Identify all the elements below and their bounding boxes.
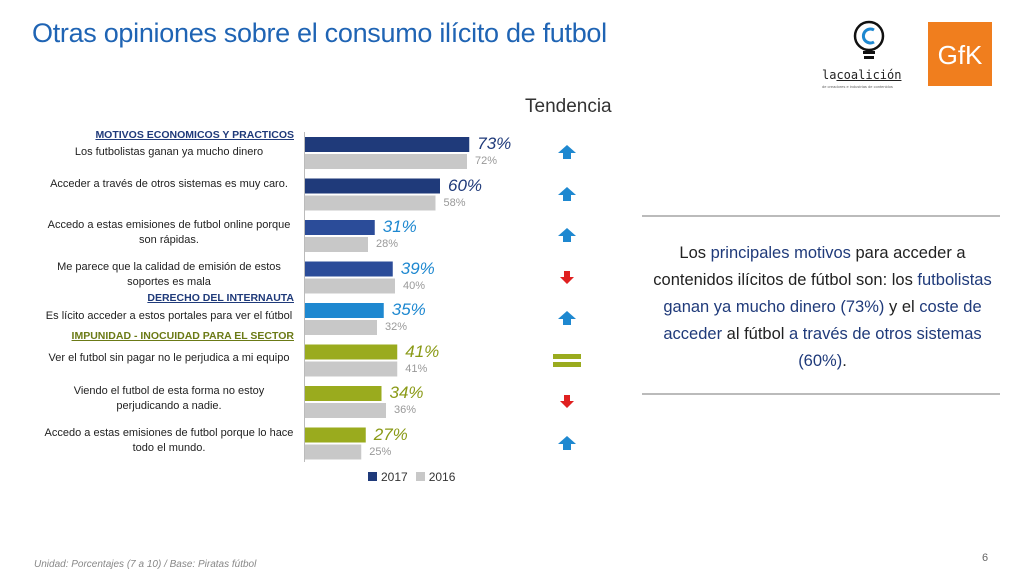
summary-rule-top [642, 215, 1000, 217]
category-label: Me parece que la calidad de emisión de e… [57, 260, 281, 288]
equal-icon [552, 351, 582, 371]
bar-2016 [305, 237, 368, 252]
bar-2016 [305, 361, 398, 377]
value-label-2016: 72% [475, 155, 498, 167]
section-impunidad: IMPUNIDAD - INOCUIDAD PARA EL SECTOR [71, 330, 294, 342]
bar-2017 [305, 386, 382, 401]
category-label: Es lícito acceder a estos portales para … [45, 310, 293, 322]
bar-2017 [305, 178, 440, 194]
category-label: Accedo a estas emisiones de futbol onlin… [47, 219, 291, 246]
bar-2016 [305, 444, 362, 460]
bar-2016 [305, 278, 395, 294]
summary-rule-bottom [642, 393, 1000, 395]
bar-2016 [305, 403, 386, 418]
value-label-2017: 35% [391, 300, 426, 319]
arrow-up-icon [552, 434, 582, 454]
section-motivos: MOTIVOS ECONOMICOS Y PRACTICOS [95, 129, 294, 141]
bar-2016 [305, 195, 436, 211]
page-number: 6 [982, 552, 989, 564]
value-label-2016: 28% [376, 238, 399, 250]
bar-2017 [305, 427, 366, 443]
value-label-2017: 39% [400, 258, 435, 278]
arrow-down-icon [552, 392, 582, 412]
value-label-2017: 27% [373, 424, 408, 444]
gfk-logo: GfK [928, 22, 992, 86]
value-label-2017: 60% [448, 175, 483, 195]
bar-2017 [305, 261, 393, 277]
value-label-2016: 41% [405, 362, 428, 375]
category-label: Viendo el futbol de esta forma no estoy … [73, 385, 265, 412]
value-label-2017: 34% [389, 383, 424, 402]
summary-text: Los principales motivos para acceder a c… [653, 244, 992, 370]
value-label-2017: 31% [382, 217, 417, 236]
legend-swatch-2017 [368, 472, 377, 481]
footer-note: Unidad: Porcentajes (7 a 10) / Base: Pir… [34, 559, 257, 570]
bar-2017 [305, 137, 470, 152]
value-label-2017: 41% [405, 341, 440, 361]
arrow-up-icon [552, 143, 582, 163]
arrow-up-icon [552, 226, 582, 246]
category-label: Acceder a través de otros sistemas es mu… [50, 177, 288, 190]
value-label-2016: 40% [403, 279, 426, 292]
coalicion-subtitle: de creadores e industrias de contenidos [822, 84, 893, 89]
page-title: Otras opiniones sobre el consumo ilícito… [32, 18, 607, 48]
bar-2016 [305, 320, 377, 335]
value-label-2017: 73% [477, 134, 512, 153]
category-label: Accedo a estas emisiones de futbol porqu… [44, 426, 294, 454]
coalicion-name: lacoalición [822, 68, 902, 82]
value-label-2016: 36% [394, 404, 417, 416]
legend-swatch-2016 [415, 472, 425, 481]
arrow-up-icon [552, 185, 582, 205]
legend-item-2017: 2017 [368, 470, 408, 484]
lightbulb-icon [853, 20, 885, 59]
legend-item-2016: 2016 [415, 470, 456, 484]
category-label: Los futbolistas ganan ya mucho dinero [74, 146, 264, 158]
legend-label-2016: 2016 [428, 470, 456, 484]
bar-2017 [305, 344, 398, 360]
arrow-down-icon [552, 268, 582, 288]
bar-2017 [305, 303, 384, 318]
bar-2016 [305, 154, 467, 169]
legend-label-2017: 2017 [381, 470, 408, 484]
gfk-logo-text: GfK [938, 40, 983, 70]
tendencia-header: Tendencia [525, 96, 612, 117]
chart-axis [304, 132, 305, 462]
bar-2017 [305, 220, 375, 235]
category-label: Ver el futbol sin pagar no le perjudica … [48, 351, 290, 364]
value-label-2016: 32% [385, 321, 408, 333]
coalicion-logo: lacoalición de creadores e industrias de… [822, 18, 918, 89]
value-label-2016: 25% [369, 445, 392, 458]
section-derecho: DERECHO DEL INTERNAUTA [147, 292, 294, 304]
arrow-up-icon [552, 309, 582, 329]
chart-legend: 2017 2016 [368, 470, 455, 484]
value-label-2016: 58% [443, 196, 466, 209]
